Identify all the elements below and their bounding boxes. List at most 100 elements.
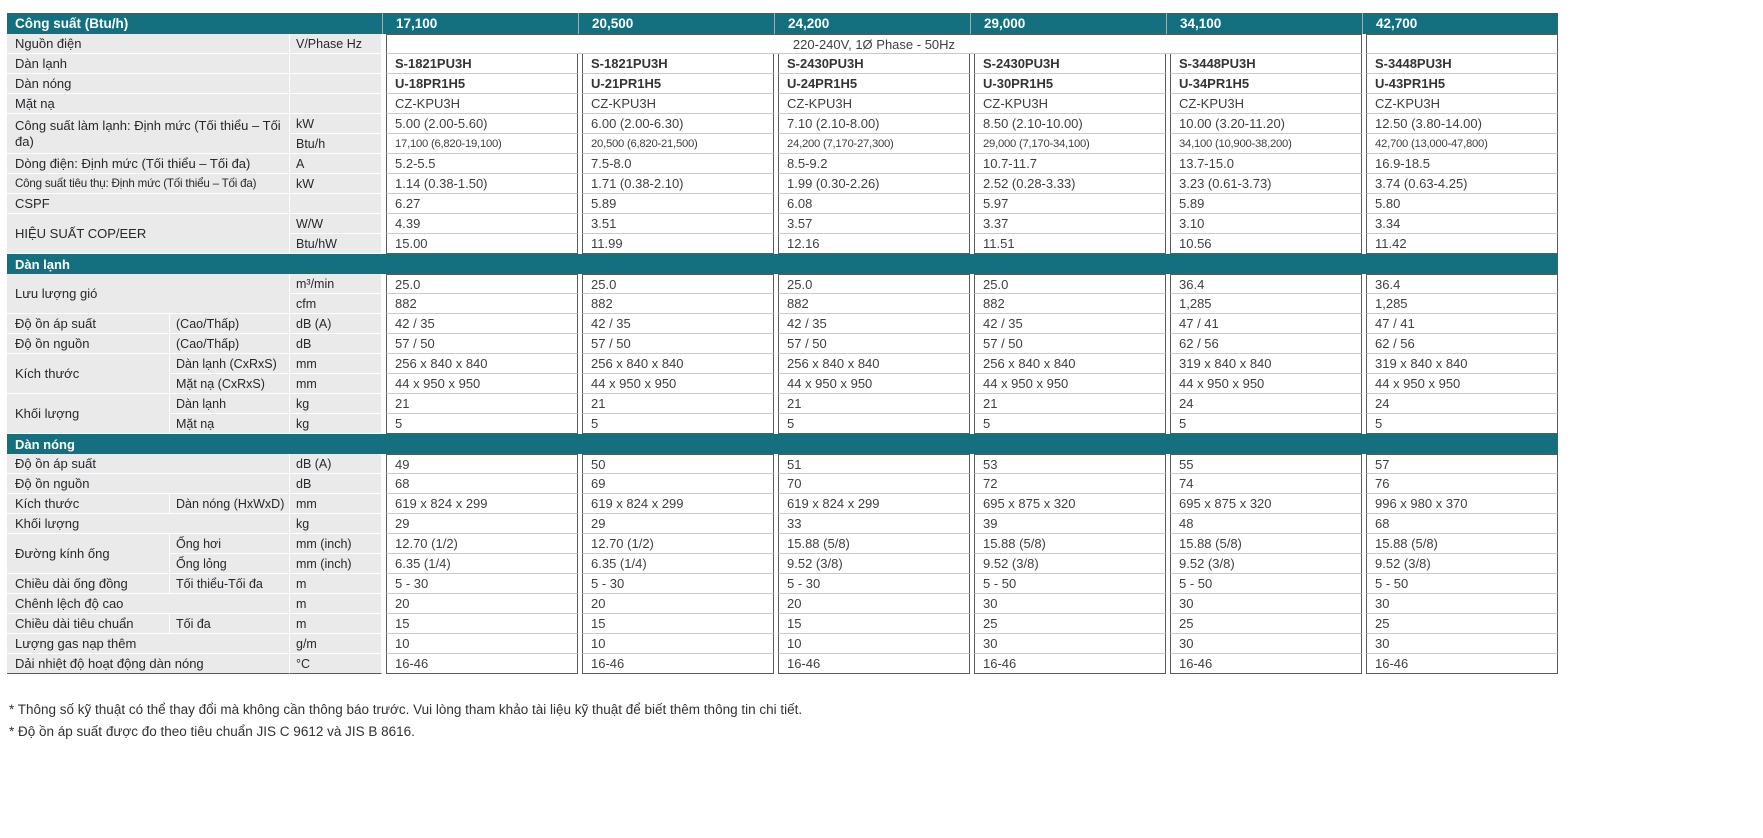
cell-value: 12.70 (1/2) [582, 534, 774, 554]
cell-value: 619 x 824 x 299 [778, 494, 970, 514]
header-capacity-value: 34,100 [1166, 13, 1362, 34]
cell-value: 47 / 41 [1170, 314, 1362, 334]
row-unit: A [290, 154, 382, 174]
table-row: Độ ồn áp suất (Cao/Thấp) dB (A) 42 / 35 42 /… [7, 314, 1558, 334]
cell-value: 20 [778, 594, 970, 614]
cell-value: 7.10 (2.10-8.00) [778, 114, 970, 134]
row-label: Độ ồn nguồn [7, 474, 290, 494]
cell-value: 8.50 (2.10-10.00) [974, 114, 1166, 134]
cell-value: 5 [1170, 414, 1362, 434]
row-sublabel: (Cao/Thấp) [170, 334, 290, 354]
row-label: Khối lượng [7, 394, 170, 434]
cell-value: U-24PR1H5 [778, 74, 970, 94]
cell-value: CZ-KPU3H [778, 94, 970, 114]
table-row: Khối lượng Dàn lạnh kg 21 21 21 21 24 24 Mặt nạ kg… [7, 394, 1558, 434]
cell-value: 21 [778, 394, 970, 414]
cell-value: 20 [582, 594, 774, 614]
cell-value: 50 [582, 454, 774, 474]
cell-value: 5 - 50 [974, 574, 1166, 594]
row-sublabel: Mặt nạ [170, 414, 290, 434]
section-header: Dàn lạnh [7, 254, 1558, 274]
cell-value: 62 / 56 [1170, 334, 1362, 354]
cell-value: 42,700 (13,000-47,800) [1366, 134, 1558, 154]
cell-value: 16-46 [974, 654, 1166, 674]
cell-value: 256 x 840 x 840 [974, 354, 1166, 374]
empty-cell [1366, 34, 1558, 54]
table-row: Chênh lệch độ cao m 20 20 20 30 30 30 [7, 594, 1558, 614]
footnotes: * Thông số kỹ thuật có thể thay đổi mà k… [7, 699, 1763, 743]
row-label: Khối lượng [7, 514, 290, 534]
table-row: Dòng điện: Định mức (Tối thiểu – Tối đa)… [7, 154, 1558, 174]
cell-value: 25 [1170, 614, 1362, 634]
cell-value: 24,200 (7,170-27,300) [778, 134, 970, 154]
cell-value: 10 [582, 634, 774, 654]
row-unit: Btu/hW [290, 234, 382, 254]
cell-value: 8.5-9.2 [778, 154, 970, 174]
cell-value: 34,100 (10,900-38,200) [1170, 134, 1362, 154]
row-unit: dB (A) [290, 314, 382, 334]
header-capacity-value: 17,100 [382, 13, 578, 34]
header-capacity-value: 29,000 [970, 13, 1166, 34]
row-sublabel: Tối đa [170, 614, 290, 634]
cell-value: 62 / 56 [1366, 334, 1558, 354]
row-unit: m [290, 614, 382, 634]
row-label: Dàn lạnh [7, 54, 290, 74]
table-row: Kích thước Dàn lạnh (CxRxS) mm 256 x 840 x … [7, 354, 1558, 394]
cell-value: 17,100 (6,820-19,100) [386, 134, 578, 154]
group-lines: W/W 4.39 3.51 3.57 3.37 3.10 3.34 Btu/hW 15.00 11… [290, 214, 1558, 254]
cell-value: 20 [386, 594, 578, 614]
table-header-row: Công suất (Btu/h) 17,100 20,500 24,200 2… [7, 13, 1558, 34]
table-row: Dàn nóng U-18PR1H5 U-21PR1H5 U-24PR1H5 U-30P… [7, 74, 1558, 94]
row-unit: Btu/h [290, 134, 382, 154]
cell-value: 3.74 (0.63-4.25) [1366, 174, 1558, 194]
cell-value: 74 [1170, 474, 1362, 494]
cell-value: 9.52 (3/8) [1170, 554, 1362, 574]
cell-value: 30 [974, 634, 1166, 654]
cell-value: 72 [974, 474, 1166, 494]
cell-value: 695 x 875 x 320 [1170, 494, 1362, 514]
cell-value: U-21PR1H5 [582, 74, 774, 94]
cell-value: 44 x 950 x 950 [582, 374, 774, 394]
table-row: Dàn lạnh S-1821PU3H S-1821PU3H S-2430PU3H S-… [7, 54, 1558, 74]
row-unit: kg [290, 394, 382, 414]
row-label: Lưu lượng gió [7, 274, 290, 314]
cell-value: 15 [386, 614, 578, 634]
cell-value: 1.71 (0.38-2.10) [582, 174, 774, 194]
cell-value: 29,000 (7,170-34,100) [974, 134, 1166, 154]
cell-value: 6.00 (2.00-6.30) [582, 114, 774, 134]
cell-value: 5.97 [974, 194, 1166, 214]
table-subrow: Ống lỏng mm (inch) 6.35 (1/4) 6.35 (1/4) 9.5… [170, 554, 1558, 574]
group-lines: kW 5.00 (2.00-5.60) 6.00 (2.00-6.30) 7.10 (… [290, 114, 1558, 154]
cell-value: 36.4 [1366, 274, 1558, 294]
row-unit: g/m [290, 634, 382, 654]
cell-value: 16.9-18.5 [1366, 154, 1558, 174]
cell-value: 5 - 30 [582, 574, 774, 594]
cell-value: 24 [1170, 394, 1362, 414]
cell-value: 882 [778, 294, 970, 314]
table-subrow: Mặt nạ (CxRxS) mm 44 x 950 x 950 44 x 950 x… [170, 374, 1558, 394]
cell-value: 15.88 (5/8) [1366, 534, 1558, 554]
row-label: HIỆU SUẤT COP/EER [7, 214, 290, 254]
cell-value: 30 [974, 594, 1166, 614]
power-supply-value: 220-240V, 1Ø Phase - 50Hz [386, 34, 1362, 54]
cell-value: 25.0 [386, 274, 578, 294]
cell-value: 57 / 50 [386, 334, 578, 354]
cell-value: 619 x 824 x 299 [386, 494, 578, 514]
spec-table: Công suất (Btu/h) 17,100 20,500 24,200 2… [7, 13, 1558, 674]
cell-value: 30 [1366, 634, 1558, 654]
cell-value: 25 [974, 614, 1166, 634]
cell-value: 57 / 50 [974, 334, 1166, 354]
cell-value: 47 / 41 [1366, 314, 1558, 334]
cell-value: 11.99 [582, 234, 774, 254]
cell-value: S-2430PU3H [974, 54, 1166, 74]
table-subrow: kW 5.00 (2.00-5.60) 6.00 (2.00-6.30) 7.10 (… [290, 114, 1558, 134]
row-sublabel: Mặt nạ (CxRxS) [170, 374, 290, 394]
cell-value: 30 [1170, 634, 1362, 654]
row-unit: m³/min [290, 274, 382, 294]
table-row: Khối lượng kg 29 29 33 39 48 68 [7, 514, 1558, 534]
table-row: Độ ồn nguồn (Cao/Thấp) dB 57 / 50 57 / 50 57 … [7, 334, 1558, 354]
cell-value: 1.99 (0.30-2.26) [778, 174, 970, 194]
cell-value: 30 [1170, 594, 1362, 614]
cell-value: 1.14 (0.38-1.50) [386, 174, 578, 194]
row-unit: kg [290, 414, 382, 434]
